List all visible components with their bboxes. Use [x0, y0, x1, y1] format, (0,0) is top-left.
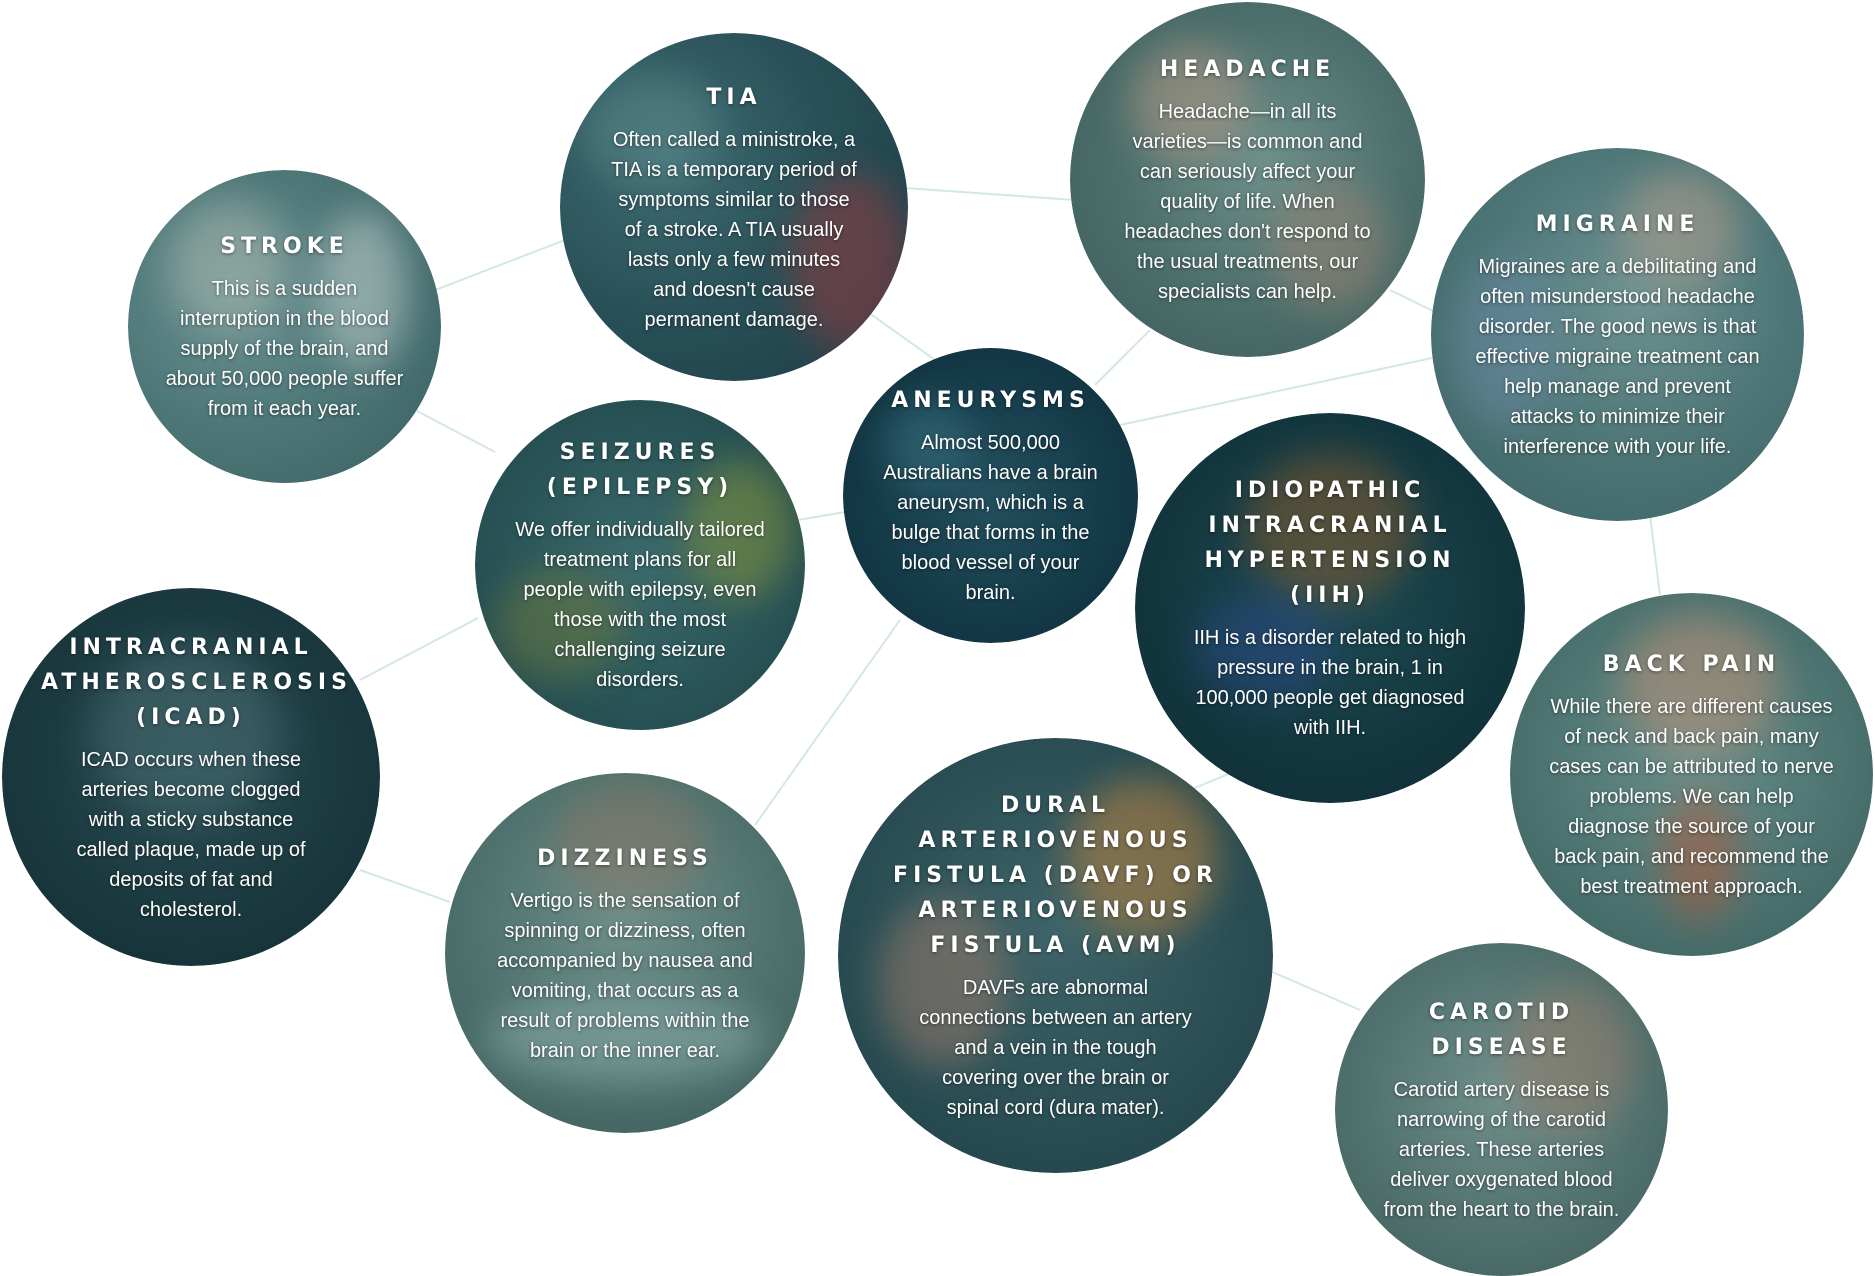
connector-davf-carotid: [1267, 969, 1361, 1011]
carotid-circle[interactable]: CAROTID DISEASE Carotid artery disease i…: [1335, 943, 1668, 1276]
carotid-title: CAROTID DISEASE: [1428, 999, 1575, 1060]
seizures-circle[interactable]: SEIZURES (EPILEPSY) We offer individuall…: [475, 400, 805, 730]
stroke-circle[interactable]: STROKE This is a sudden interruption in …: [128, 170, 441, 483]
aneurysms-background: [843, 348, 1138, 643]
aneurysms-description: Almost 500,000 Australians have a brain …: [883, 432, 1098, 604]
tia-description: Often called a ministroke, a TIA is a te…: [611, 128, 857, 331]
connector-aneurysms-migraine: [1119, 357, 1433, 426]
connector-aneurysms-dizziness: [754, 619, 901, 826]
headache-title: HEADACHE: [1159, 57, 1336, 82]
davf-title: DURAL ARTERIOVENOUS FISTULA (DAVF) OR AR…: [893, 793, 1218, 958]
dizziness-title: DIZZINESS: [537, 845, 713, 871]
connector-icad-dizziness: [359, 869, 451, 903]
icad-circle[interactable]: INTRACRANIAL ATHEROSCLEROSIS (ICAD) ICAD…: [2, 588, 380, 966]
migraine-description: Migraines are a debilitating and often m…: [1475, 256, 1760, 458]
backpain-title: BACK PAIN: [1602, 652, 1781, 677]
stroke-description: This is a sudden interruption in the blo…: [165, 278, 404, 420]
connector-stroke-seizures: [414, 409, 496, 453]
aneurysms-title: ANEURYSMS: [891, 388, 1090, 413]
connector-migraine-backpain: [1649, 514, 1661, 596]
tia-circle[interactable]: TIA Often called a ministroke, a TIA is …: [560, 33, 908, 381]
headache-description: Headache—in all its varieties—is common …: [1124, 101, 1371, 303]
backpain-circle[interactable]: BACK PAIN While there are different caus…: [1510, 593, 1873, 956]
connector-tia-headache: [904, 187, 1076, 201]
migraine-circle[interactable]: MIGRAINE Migraines are a debilitating an…: [1431, 148, 1804, 521]
headache-circle[interactable]: HEADACHE Headache—in all its varieties—i…: [1070, 2, 1425, 357]
iih-circle[interactable]: IDIOPATHIC INTRACRANIAL HYPERTENSION (II…: [1135, 413, 1525, 803]
seizures-title: SEIZURES (EPILEPSY): [546, 440, 734, 500]
connector-seizures-aneurysms: [797, 511, 846, 521]
davf-description: DAVFs are abnormal connections between a…: [919, 977, 1192, 1119]
stroke-title: STROKE: [220, 234, 349, 259]
connector-headache-aneurysms: [1094, 329, 1151, 386]
aneurysms-circle[interactable]: ANEURYSMS Almost 500,000 Australians hav…: [843, 348, 1138, 643]
connector-headache-migraine: [1389, 289, 1436, 313]
iih-description: IIH is a disorder related to high pressu…: [1193, 627, 1467, 739]
davf-circle[interactable]: DURAL ARTERIOVENOUS FISTULA (DAVF) OR AR…: [838, 738, 1273, 1173]
backpain-description: While there are different causes of neck…: [1549, 696, 1834, 898]
icad-title: INTRACRANIAL ATHEROSCLEROSIS (ICAD): [41, 634, 352, 730]
iih-title: IDIOPATHIC INTRACRANIAL HYPERTENSION (II…: [1204, 478, 1456, 608]
migraine-title: MIGRAINE: [1535, 212, 1700, 237]
dizziness-circle[interactable]: DIZZINESS Vertigo is the sensation of sp…: [445, 773, 805, 1133]
dizziness-description: Vertigo is the sensation of spinning or …: [497, 889, 753, 1062]
connector-seizures-icad: [359, 617, 479, 681]
carotid-description: Carotid artery disease is narrowing of t…: [1383, 1078, 1620, 1221]
tia-title: TIA: [706, 84, 762, 110]
icad-description: ICAD occurs when these arteries become c…: [76, 748, 306, 921]
seizures-description: We offer individually tailored treatment…: [515, 519, 765, 691]
connector-stroke-tia: [429, 239, 566, 293]
